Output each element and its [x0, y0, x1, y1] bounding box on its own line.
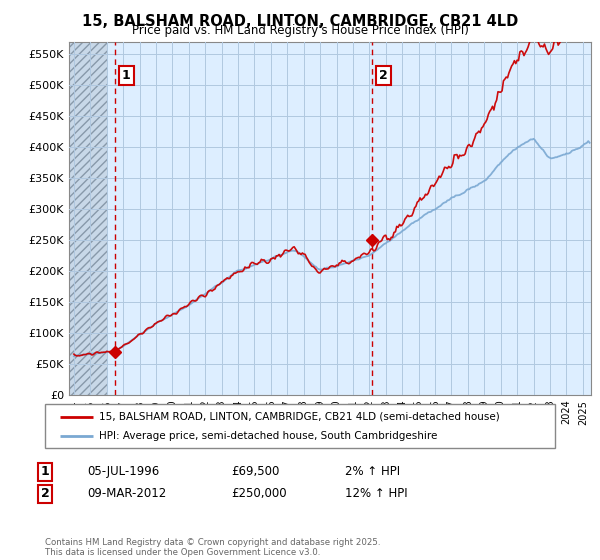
- Text: Contains HM Land Registry data © Crown copyright and database right 2025.
This d: Contains HM Land Registry data © Crown c…: [45, 538, 380, 557]
- Text: £69,500: £69,500: [231, 465, 280, 478]
- Text: 2% ↑ HPI: 2% ↑ HPI: [345, 465, 400, 478]
- Text: 12% ↑ HPI: 12% ↑ HPI: [345, 487, 407, 501]
- Text: 1: 1: [41, 465, 49, 478]
- Text: £250,000: £250,000: [231, 487, 287, 501]
- Text: 15, BALSHAM ROAD, LINTON, CAMBRIDGE, CB21 4LD: 15, BALSHAM ROAD, LINTON, CAMBRIDGE, CB2…: [82, 14, 518, 29]
- Text: 2: 2: [379, 69, 388, 82]
- Bar: [69, 42, 107, 395]
- Text: 2: 2: [41, 487, 49, 501]
- Text: 15, BALSHAM ROAD, LINTON, CAMBRIDGE, CB21 4LD (semi-detached house): 15, BALSHAM ROAD, LINTON, CAMBRIDGE, CB2…: [99, 412, 500, 422]
- Text: 09-MAR-2012: 09-MAR-2012: [87, 487, 166, 501]
- Text: 05-JUL-1996: 05-JUL-1996: [87, 465, 159, 478]
- Text: 1: 1: [122, 69, 130, 82]
- Text: HPI: Average price, semi-detached house, South Cambridgeshire: HPI: Average price, semi-detached house,…: [99, 431, 437, 441]
- Text: Price paid vs. HM Land Registry's House Price Index (HPI): Price paid vs. HM Land Registry's House …: [131, 24, 469, 36]
